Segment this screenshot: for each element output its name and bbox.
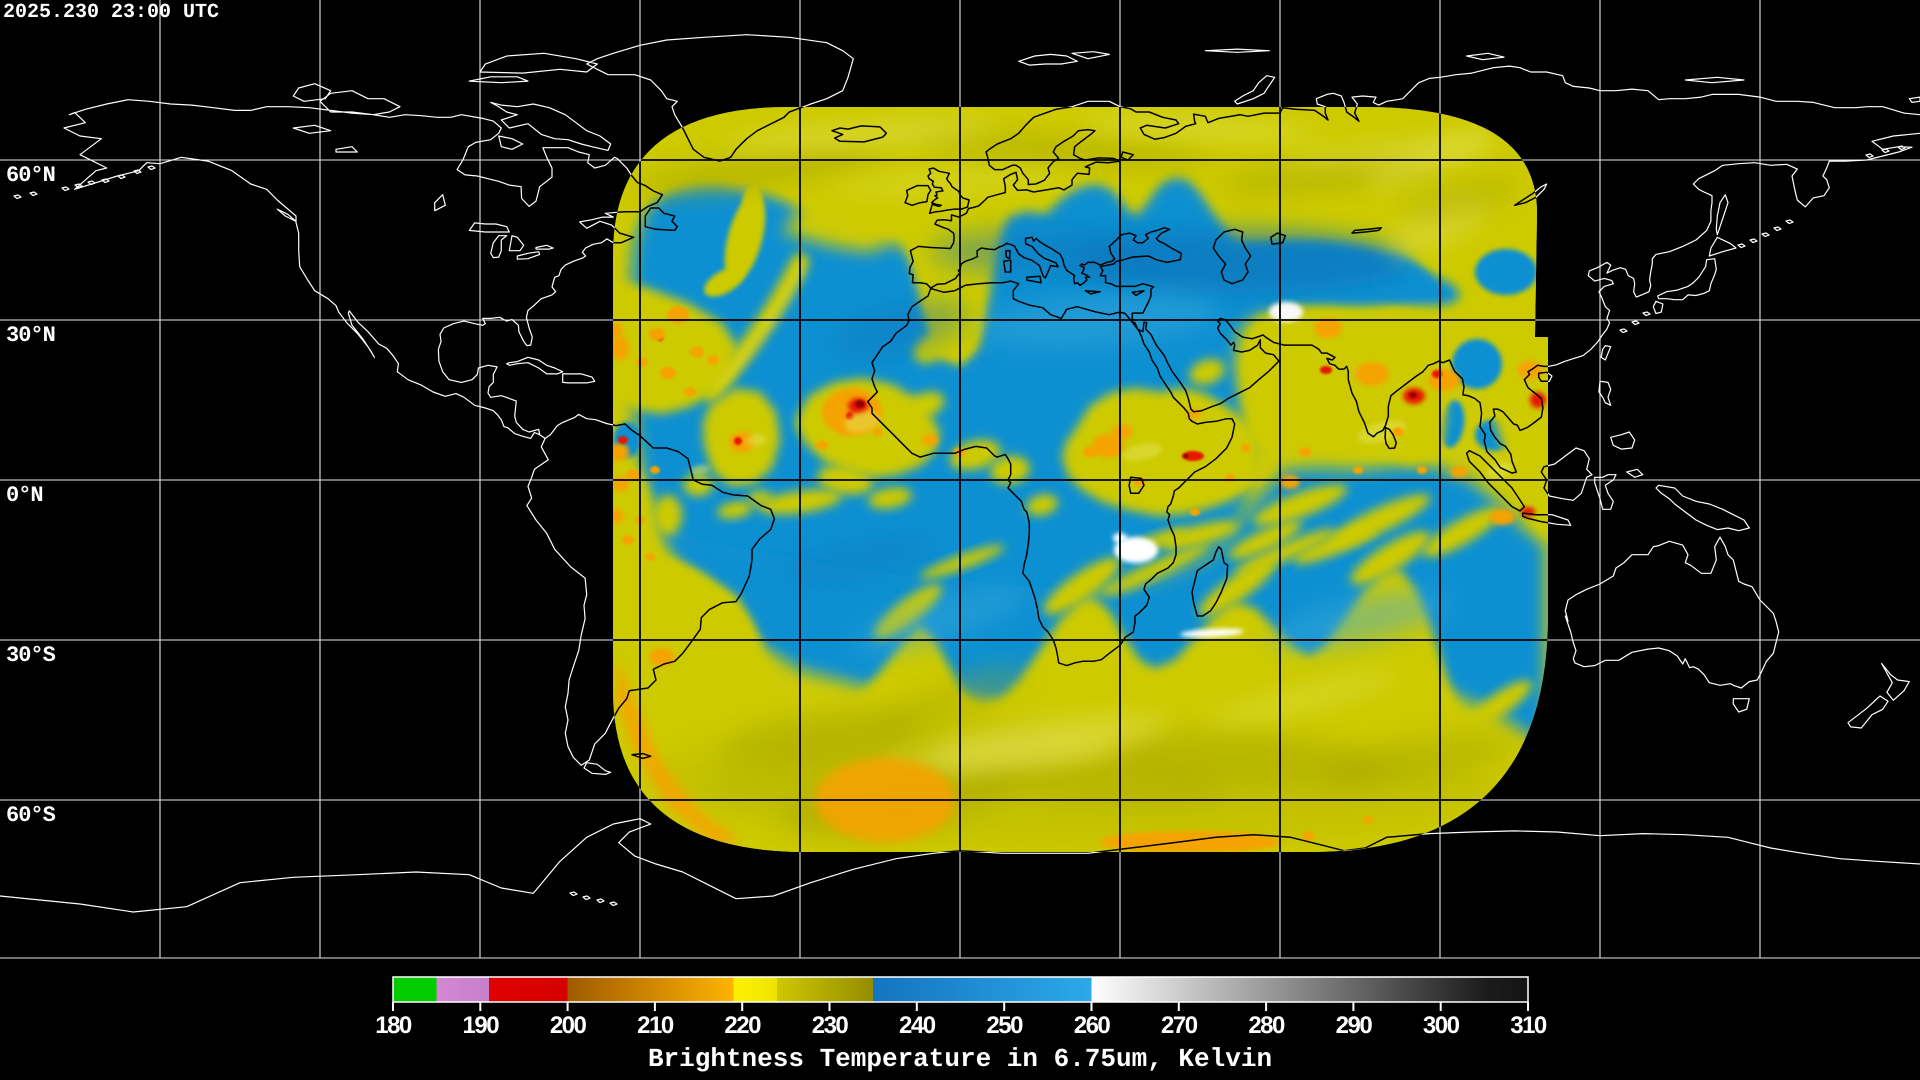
svg-text:0°N: 0°N: [6, 483, 43, 508]
svg-text:200: 200: [550, 1012, 587, 1039]
svg-text:2025.230 23:00 UTC: 2025.230 23:00 UTC: [3, 1, 219, 24]
svg-text:270: 270: [1161, 1012, 1198, 1039]
svg-text:210: 210: [637, 1012, 674, 1039]
svg-text:280: 280: [1248, 1012, 1285, 1039]
svg-text:180: 180: [375, 1012, 412, 1039]
svg-text:260: 260: [1074, 1012, 1111, 1039]
svg-text:310: 310: [1510, 1012, 1547, 1039]
svg-text:290: 290: [1336, 1012, 1373, 1039]
svg-text:220: 220: [724, 1012, 761, 1039]
svg-text:Brightness Temperature in 6.75: Brightness Temperature in 6.75um, Kelvin: [648, 1044, 1272, 1074]
svg-text:190: 190: [463, 1012, 500, 1039]
svg-text:250: 250: [986, 1012, 1023, 1039]
svg-text:60°S: 60°S: [6, 803, 56, 828]
svg-text:300: 300: [1423, 1012, 1460, 1039]
svg-text:240: 240: [899, 1012, 936, 1039]
svg-text:230: 230: [812, 1012, 849, 1039]
svg-text:60°N: 60°N: [6, 163, 55, 188]
svg-text:30°S: 30°S: [6, 643, 56, 668]
svg-text:30°N: 30°N: [6, 323, 55, 348]
